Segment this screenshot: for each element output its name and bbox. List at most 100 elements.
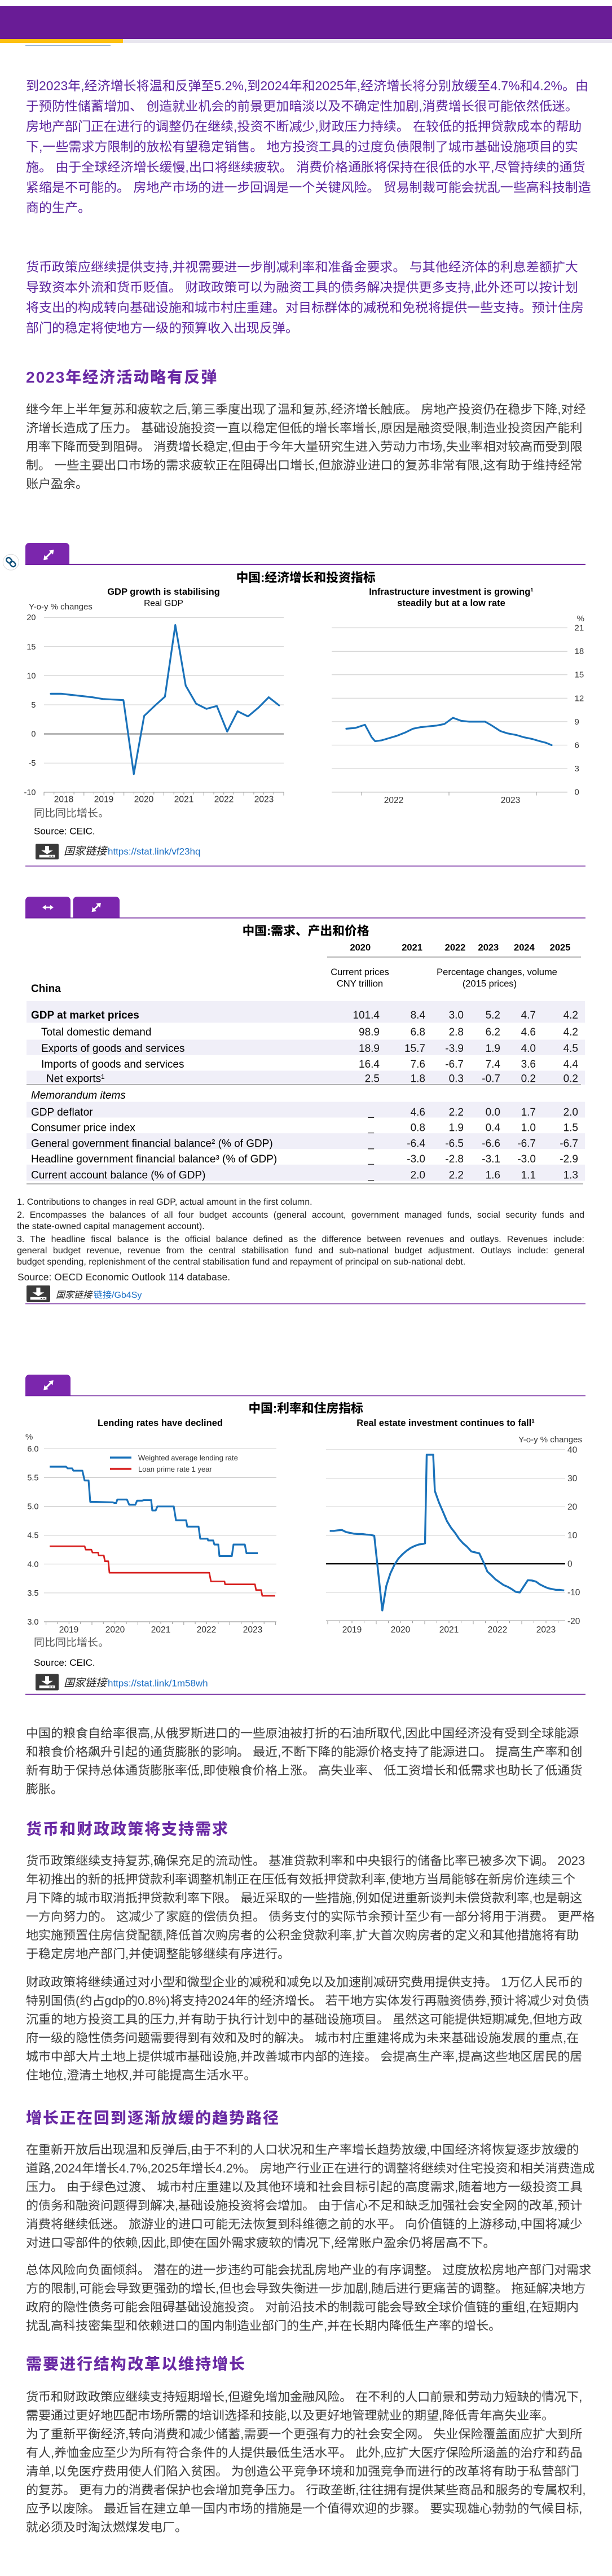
svg-text:8.4: 8.4 [411, 1007, 426, 1022]
svg-text:%: % [577, 612, 584, 624]
svg-text:1.9: 1.9 [486, 1040, 500, 1055]
svg-text:-6.6: -6.6 [482, 1135, 500, 1151]
svg-text:2024: 2024 [514, 940, 535, 954]
svg-text:国家链接: 国家链接 [56, 1287, 93, 1301]
svg-text:-6.5: -6.5 [445, 1135, 464, 1151]
svg-text:1.3: 1.3 [563, 1167, 578, 1182]
svg-text:2020: 2020 [105, 1623, 125, 1635]
svg-text:4.6: 4.6 [411, 1104, 425, 1119]
svg-text:4.6: 4.6 [521, 1024, 536, 1039]
svg-text:%: % [25, 1430, 33, 1442]
svg-text:6: 6 [575, 739, 579, 751]
svg-text:4.5: 4.5 [27, 1529, 38, 1541]
svg-text:-10: -10 [24, 786, 36, 798]
svg-text:_: _ [367, 1167, 374, 1182]
svg-text:4.7: 4.7 [521, 1007, 536, 1022]
svg-text:20: 20 [27, 611, 36, 623]
svg-text:4.5: 4.5 [563, 1040, 578, 1055]
svg-text:2019: 2019 [342, 1623, 362, 1635]
svg-text:21: 21 [575, 622, 584, 634]
svg-text:同比同比增长。: 同比同比增长。 [34, 1634, 109, 1649]
svg-text:国家链接: 国家链接 [64, 843, 108, 858]
svg-text:6.0: 6.0 [27, 1442, 38, 1454]
svg-text:-0.7: -0.7 [482, 1070, 500, 1086]
svg-text:2022: 2022 [384, 793, 403, 806]
svg-text:7.4: 7.4 [486, 1056, 501, 1071]
svg-text:10: 10 [567, 1529, 578, 1541]
svg-text:GDP deflator: GDP deflator [31, 1104, 93, 1119]
svg-text:CNY trillion: CNY trillion [337, 976, 383, 990]
svg-text:-10: -10 [567, 1586, 580, 1598]
svg-text:-2.8: -2.8 [445, 1151, 464, 1166]
svg-text:-20: -20 [567, 1614, 580, 1627]
svg-text:中国:需求、产出和价格: 中国:需求、产出和价格 [242, 921, 369, 939]
svg-text:Percentage changes, volume: Percentage changes, volume [437, 964, 557, 978]
svg-text:2023: 2023 [254, 793, 274, 805]
svg-text:Infrastructure investment is g: Infrastructure investment is growing¹ [369, 584, 534, 598]
svg-text:7.6: 7.6 [411, 1056, 425, 1071]
svg-text:Weighted average lending rate: Weighted average lending rate [138, 1452, 238, 1463]
svg-text:15: 15 [27, 640, 36, 652]
svg-text:98.9: 98.9 [359, 1024, 380, 1039]
svg-text:4.2: 4.2 [563, 1007, 578, 1022]
svg-text:2022: 2022 [445, 940, 466, 954]
svg-text:链接/Gb4Sy: 链接/Gb4Sy [94, 1287, 142, 1301]
svg-text:2023: 2023 [536, 1623, 556, 1635]
svg-text:Net exports¹: Net exports¹ [46, 1070, 104, 1086]
svg-text:Y-o-y % changes: Y-o-y % changes [518, 1433, 582, 1445]
svg-text:中国:利率和住房指标: 中国:利率和住房指标 [248, 1399, 363, 1416]
svg-text:-6.7: -6.7 [445, 1056, 464, 1071]
svg-text:Real GDP: Real GDP [144, 596, 183, 609]
svg-text:(2015 prices): (2015 prices) [463, 976, 517, 990]
svg-text:2023: 2023 [478, 940, 499, 954]
svg-text:3.5: 3.5 [27, 1587, 38, 1599]
svg-text:0: 0 [575, 786, 579, 798]
svg-text:_: _ [367, 1135, 374, 1151]
svg-text:1.1: 1.1 [521, 1167, 536, 1182]
svg-text:1.5: 1.5 [563, 1120, 578, 1135]
svg-text:国家链接: 国家链接 [64, 1675, 108, 1690]
svg-text:-6.7: -6.7 [560, 1135, 578, 1151]
svg-text:Imports of goods and services: Imports of goods and services [41, 1056, 184, 1071]
svg-text:18.9: 18.9 [359, 1040, 380, 1055]
svg-text:2021: 2021 [151, 1623, 170, 1635]
svg-text:1.9: 1.9 [449, 1120, 464, 1135]
svg-text:2022: 2022 [214, 793, 234, 805]
svg-text:_: _ [367, 1104, 374, 1119]
svg-text:1.7: 1.7 [521, 1104, 536, 1119]
svg-text:1.6: 1.6 [486, 1167, 500, 1182]
svg-text:2.0: 2.0 [563, 1104, 578, 1119]
svg-text:0: 0 [567, 1557, 573, 1570]
svg-text:2.0: 2.0 [411, 1167, 425, 1182]
svg-text:2022: 2022 [488, 1623, 507, 1635]
svg-text:2021: 2021 [402, 940, 422, 954]
svg-text:Y-o-y % changes: Y-o-y % changes [29, 600, 93, 612]
svg-text:-3.0: -3.0 [407, 1151, 425, 1166]
svg-text:2023: 2023 [501, 793, 520, 806]
svg-text:1.8: 1.8 [411, 1070, 425, 1086]
svg-text:China: China [31, 980, 61, 995]
svg-text:0.2: 0.2 [563, 1070, 578, 1086]
svg-text:2021: 2021 [439, 1623, 459, 1635]
svg-text:9: 9 [575, 716, 579, 727]
svg-text:0.3: 0.3 [449, 1070, 464, 1086]
svg-text:3.0: 3.0 [27, 1616, 38, 1627]
svg-text:同比同比增长。: 同比同比增长。 [34, 805, 109, 820]
svg-text:Total domestic demand: Total domestic demand [41, 1024, 151, 1039]
svg-text:2018: 2018 [54, 793, 73, 805]
svg-text:中国:经济增长和投资指标: 中国:经济增长和投资指标 [236, 568, 375, 586]
svg-text:-2.9: -2.9 [560, 1151, 578, 1166]
svg-text:2020: 2020 [134, 793, 154, 805]
svg-text:2019: 2019 [59, 1623, 78, 1635]
svg-text:0.2: 0.2 [521, 1070, 536, 1086]
svg-text:4.0: 4.0 [27, 1558, 38, 1570]
svg-text:3.0: 3.0 [449, 1007, 464, 1022]
svg-text:_: _ [367, 1151, 374, 1166]
svg-text:2.2: 2.2 [449, 1104, 464, 1119]
svg-text:6.8: 6.8 [411, 1024, 425, 1039]
svg-text:18: 18 [575, 645, 584, 657]
svg-text:-3.9: -3.9 [445, 1040, 464, 1055]
svg-text:5.2: 5.2 [486, 1007, 500, 1022]
svg-text:2025: 2025 [550, 940, 571, 954]
svg-text:-5: -5 [29, 757, 36, 769]
